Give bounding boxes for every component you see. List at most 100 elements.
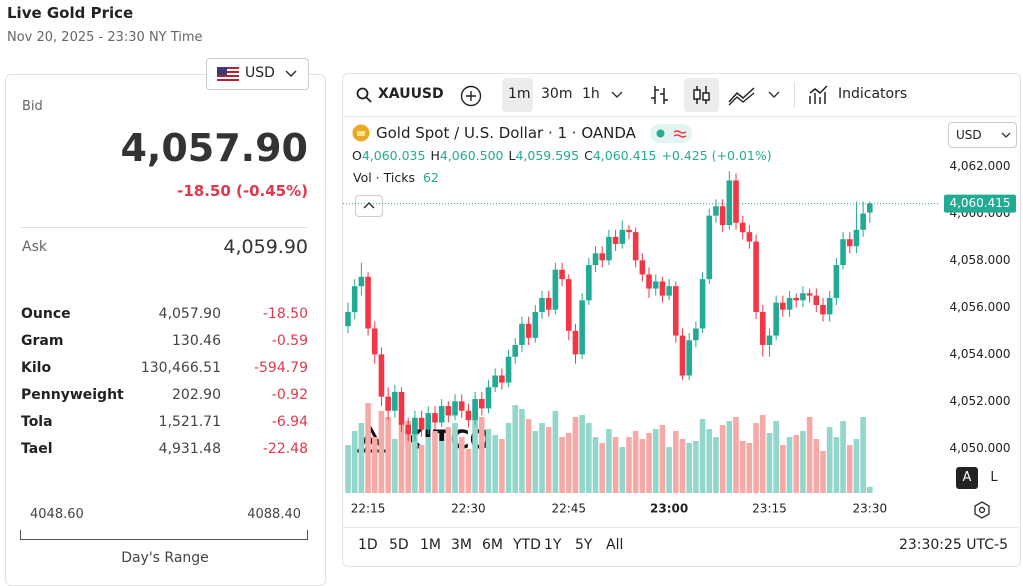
range-button[interactable]: 6M — [482, 537, 503, 553]
volume-bar — [579, 415, 585, 493]
volume-bar — [860, 417, 866, 493]
volume-bar — [586, 423, 592, 493]
volume-bar — [639, 439, 646, 493]
row-price: 202.90 — [172, 387, 221, 403]
volume-bar — [706, 429, 713, 493]
candle-body — [586, 265, 592, 301]
search-icon[interactable] — [356, 87, 372, 103]
collapse-button[interactable] — [355, 195, 383, 217]
log-scale[interactable]: L — [990, 470, 998, 485]
range-button[interactable]: 1M — [420, 537, 441, 553]
candle-body — [826, 297, 833, 315]
row-name: Ounce — [21, 306, 71, 322]
row-change: -22.48 — [262, 441, 308, 457]
candle-body — [565, 279, 572, 331]
clock: 23:30:25 UTC-5 — [898, 537, 1008, 553]
range-button[interactable]: YTD — [513, 537, 541, 553]
range-button[interactable]: 5Y — [575, 537, 593, 553]
candle-body — [418, 417, 425, 430]
candle-body — [412, 417, 418, 435]
candle-body — [619, 229, 626, 244]
indicators-icon[interactable] — [808, 84, 830, 106]
volume-bar — [793, 435, 800, 493]
row-change: -0.92 — [271, 387, 308, 403]
volume-bar — [345, 445, 351, 493]
volume-bar — [693, 441, 699, 493]
candle-body — [626, 229, 632, 233]
range-button[interactable]: All — [606, 537, 624, 553]
ask-price: 4,059.90 — [223, 236, 308, 258]
volume-bar — [673, 431, 679, 493]
candle-body — [606, 236, 612, 261]
candle-body — [545, 297, 552, 310]
settings-icon[interactable] — [972, 500, 992, 520]
volume-bar — [626, 437, 632, 493]
candle-body — [405, 424, 412, 435]
candle-body — [592, 253, 599, 266]
row-change: -594.79 — [253, 360, 308, 376]
chart-title: Gold Spot / U.S. Dollar · 1 · OANDA — [376, 124, 636, 142]
price-currency[interactable]: USD — [948, 122, 1017, 148]
candle-body — [693, 328, 699, 341]
price-currency-label: USD — [956, 128, 982, 142]
candle-body — [552, 269, 559, 310]
ask-label: Ask — [22, 239, 47, 255]
chevron[interactable] — [611, 90, 623, 100]
area-style-icon[interactable] — [728, 84, 756, 106]
candle-body — [539, 297, 545, 313]
range-bar — [20, 530, 308, 540]
ohlc-letter: C — [584, 148, 593, 163]
candle-body — [780, 302, 786, 310]
volume-legend: Vol · Ticks 62 — [353, 170, 439, 185]
range-label: Day's Range — [121, 550, 209, 566]
indicators[interactable]: Indicators — [838, 86, 908, 102]
volume-bar — [746, 443, 753, 493]
x-tick-label: 22:30 — [451, 502, 486, 516]
range-button[interactable]: 5D — [389, 537, 409, 553]
volume-bar — [445, 427, 452, 493]
candle-body — [833, 265, 840, 298]
compare-button[interactable] — [460, 85, 482, 107]
volume-bar — [552, 411, 559, 493]
chevron[interactable] — [768, 90, 780, 100]
interval[interactable]: 1h — [582, 86, 600, 102]
volume-bar — [465, 449, 472, 493]
row-price: 4,057.90 — [158, 306, 221, 322]
x-tick-label: 22:45 — [551, 502, 586, 516]
y-tick-label: 4,050.000 — [949, 441, 1010, 455]
candle-body — [505, 356, 512, 383]
volume-bar — [686, 443, 692, 493]
currency-select[interactable]: USD — [206, 58, 309, 90]
row-name: Kilo — [21, 360, 52, 376]
candle-body — [458, 401, 465, 411]
symbol[interactable]: XAUUSD — [378, 86, 444, 102]
y-tick-label: 4,062.000 — [949, 159, 1010, 173]
toolbar-divider — [343, 116, 1019, 117]
auto-scale[interactable]: A — [956, 467, 978, 489]
candle-body — [806, 293, 813, 296]
volume-bar — [726, 421, 733, 493]
candle-style-bg[interactable] — [684, 78, 719, 112]
volume-bar — [659, 425, 666, 493]
volume-bar — [512, 405, 519, 493]
interval[interactable]: 1m — [508, 86, 531, 102]
bar-style-icon[interactable] — [650, 84, 670, 106]
bid-change: -18.50 (-0.45%) — [177, 182, 308, 200]
interval[interactable]: 30m — [541, 86, 573, 102]
range-button[interactable]: 1Y — [544, 537, 562, 553]
range-button[interactable]: 1D — [358, 537, 378, 553]
range-button[interactable]: 3M — [451, 537, 472, 553]
volume-bar — [619, 447, 626, 493]
candle-body — [499, 375, 505, 383]
volume-bar — [358, 423, 365, 493]
volume-bar — [438, 441, 445, 493]
candle-body — [699, 279, 706, 329]
candle-body — [679, 335, 686, 376]
volume-bar — [867, 486, 873, 493]
volume-bar — [599, 443, 606, 493]
candle-body — [532, 312, 539, 338]
volume-bar — [392, 439, 398, 493]
flag — [217, 67, 239, 81]
row-price: 1,521.71 — [158, 414, 221, 430]
toolbar-separator — [794, 82, 795, 108]
